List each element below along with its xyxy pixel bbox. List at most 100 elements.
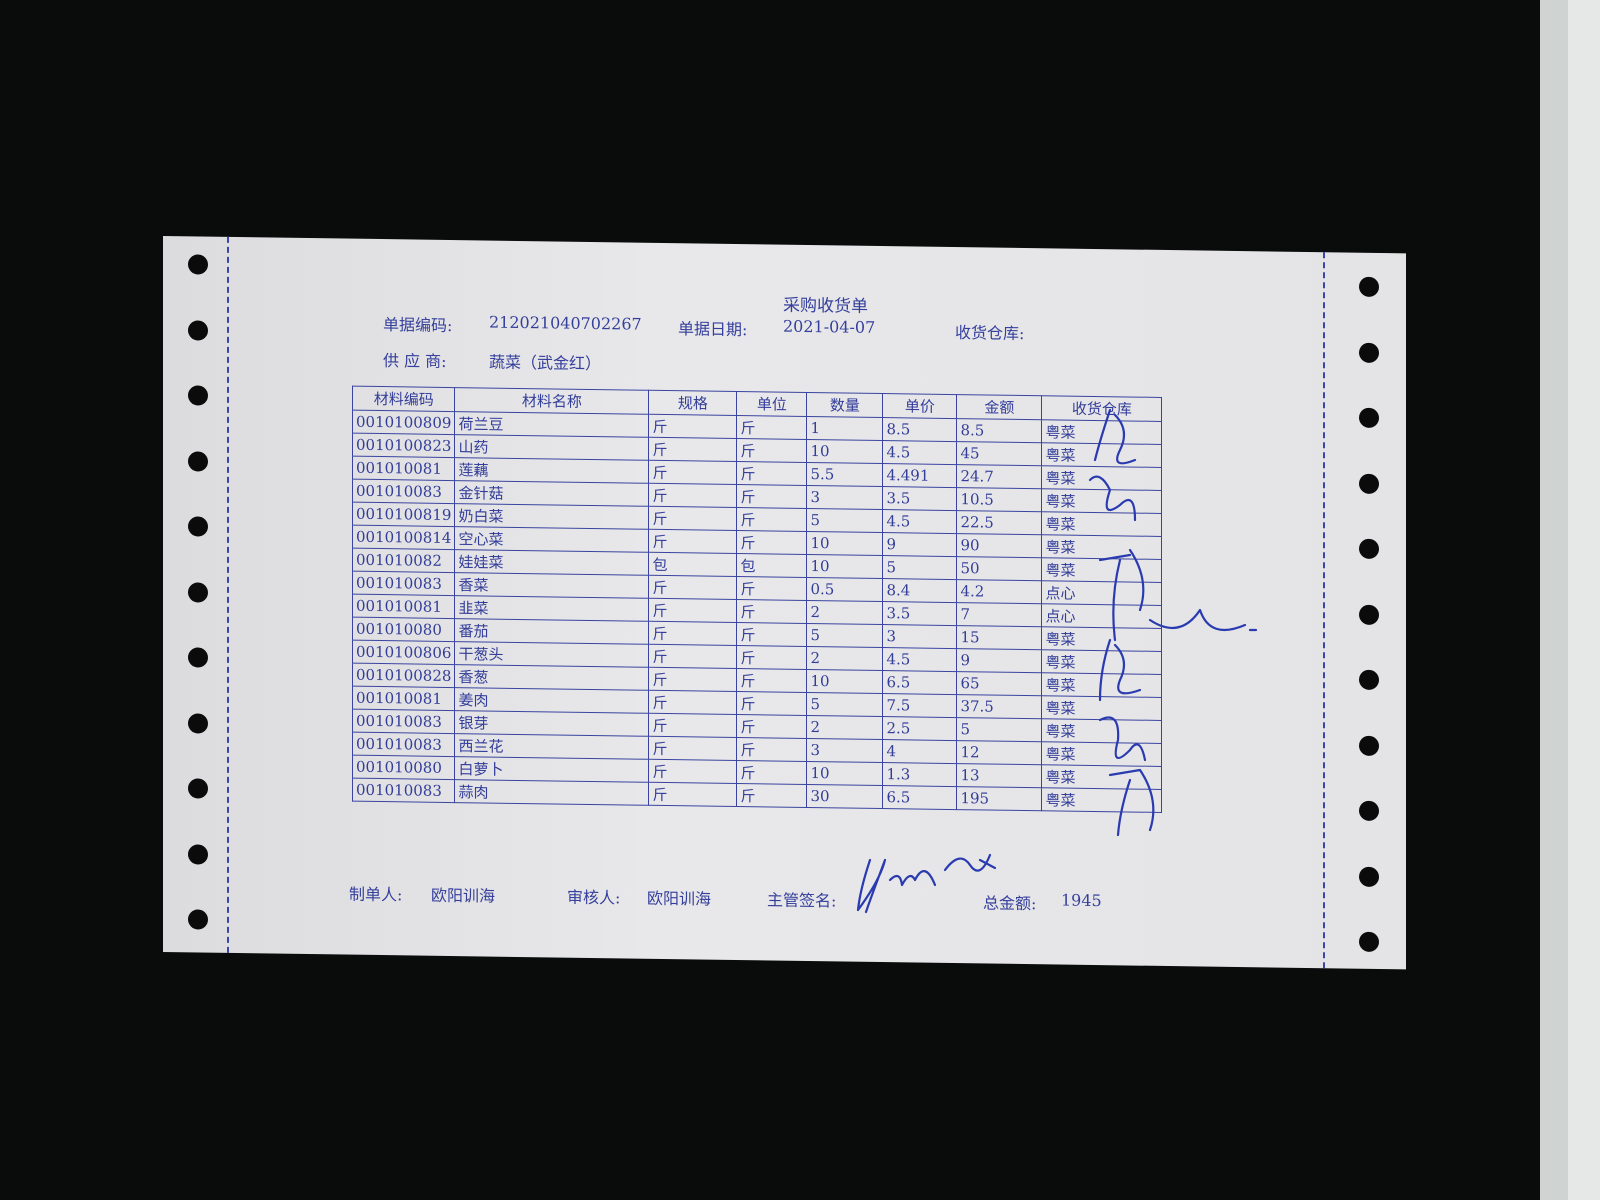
material-code-cell: 001010082 — [352, 548, 455, 573]
material-name-cell: 空心菜 — [454, 526, 649, 553]
material-code-cell: 001010083 — [352, 479, 455, 504]
unit-price-cell: 4.5 — [882, 509, 957, 534]
unit-price-cell: 9 — [882, 532, 957, 557]
unit-cell: 斤 — [736, 507, 807, 532]
warehouse-label: 收货仓库: — [955, 323, 1025, 344]
amount-cell: 10.5 — [956, 487, 1042, 512]
perforation-left — [227, 236, 229, 953]
unit-price-cell: 7.5 — [882, 693, 957, 718]
amount-cell: 24.7 — [956, 464, 1042, 489]
unit-price-cell: 3 — [882, 624, 957, 649]
supervisor-label: 主管签名: — [767, 890, 837, 911]
spec-cell: 斤 — [648, 460, 737, 485]
quantity-cell: 3 — [806, 485, 883, 510]
receiving-warehouse-cell: 粤菜 — [1041, 764, 1162, 790]
receiving-warehouse-cell: 粤菜 — [1041, 718, 1162, 744]
material-code-cell: 001010081 — [352, 594, 455, 619]
unit-cell: 斤 — [736, 530, 807, 555]
quantity-cell: 2 — [806, 646, 883, 671]
amount-cell: 37.5 — [956, 694, 1042, 719]
material-name-cell: 香葱 — [454, 664, 649, 691]
material-code-cell: 0010100809 — [352, 410, 455, 435]
receiving-warehouse-cell: 粤菜 — [1041, 672, 1162, 698]
receiving-warehouse-cell: 点心 — [1041, 603, 1162, 629]
receiving-warehouse-cell: 粤菜 — [1041, 787, 1162, 813]
material-code-cell: 0010100828 — [352, 663, 455, 688]
receiving-warehouse-cell: 点心 — [1041, 580, 1162, 606]
sprocket-hole — [1359, 604, 1379, 625]
unit-price-cell: 4 — [882, 739, 957, 764]
material-code-cell: 0010100819 — [352, 502, 455, 527]
column-header: 规格 — [648, 390, 737, 416]
sprocket-hole — [188, 647, 208, 668]
unit-cell: 斤 — [736, 484, 807, 509]
unit-cell: 斤 — [736, 599, 807, 624]
material-code-cell: 001010083 — [352, 732, 455, 757]
spec-cell: 斤 — [648, 759, 737, 784]
spec-cell: 斤 — [648, 713, 737, 738]
unit-cell: 斤 — [736, 576, 807, 601]
sprocket-hole — [188, 450, 208, 472]
column-header: 收货仓库 — [1041, 395, 1162, 422]
quantity-cell: 10 — [806, 439, 883, 464]
unit-price-cell: 8.5 — [882, 417, 957, 442]
maker-label: 制单人: — [349, 884, 403, 905]
unit-price-cell: 3.5 — [882, 486, 957, 511]
spec-cell: 斤 — [648, 437, 737, 462]
column-header: 材料名称 — [454, 387, 649, 415]
material-name-cell: 荷兰豆 — [454, 411, 649, 438]
reviewer: 欧阳训海 — [647, 888, 712, 909]
sprocket-hole — [1359, 931, 1379, 952]
receiving-warehouse-cell: 粤菜 — [1041, 741, 1162, 767]
amount-cell: 195 — [956, 786, 1042, 811]
material-name-cell: 蒜肉 — [454, 779, 649, 806]
column-header: 数量 — [806, 392, 883, 418]
material-code-cell: 001010080 — [352, 755, 455, 780]
amount-cell: 50 — [956, 556, 1042, 581]
quantity-cell: 1 — [806, 416, 883, 441]
receipt-paper: 采购收货单 单据编码: 212021040702267 单据日期: 2021-0… — [163, 236, 1406, 970]
amount-cell: 15 — [956, 625, 1042, 650]
total-amount: 1945 — [1061, 890, 1102, 911]
amount-cell: 45 — [956, 441, 1042, 466]
perforation-right — [1323, 252, 1325, 969]
document-title: 采购收货单 — [783, 295, 868, 317]
unit-price-cell: 4.5 — [882, 647, 957, 672]
total-label: 总金额: — [983, 893, 1037, 914]
material-code-cell: 0010100806 — [352, 640, 455, 665]
sprocket-hole — [188, 778, 208, 799]
unit-cell: 斤 — [736, 438, 807, 463]
amount-cell: 12 — [956, 740, 1042, 765]
receiving-warehouse-cell: 粤菜 — [1041, 419, 1162, 445]
unit-cell: 斤 — [736, 714, 807, 739]
sprocket-hole — [188, 516, 208, 537]
sprocket-hole — [188, 581, 208, 603]
unit-price-cell: 4.5 — [882, 440, 957, 465]
items-table: 材料编码 材料名称 规格 单位 数量 单价 金额 收货仓库 0010100809 荷兰豆斤斤 1 8… — [352, 386, 1162, 813]
unit-price-cell: 1.3 — [882, 762, 957, 787]
material-code-cell: 001010083 — [352, 778, 455, 803]
spec-cell: 斤 — [648, 506, 737, 531]
sprocket-hole — [1359, 473, 1379, 494]
spec-cell: 包 — [648, 552, 737, 577]
amount-cell: 7 — [956, 602, 1042, 627]
sprocket-hole — [188, 712, 208, 734]
supplier: 蔬菜（武金红） — [489, 352, 602, 374]
quantity-cell: 3 — [806, 738, 883, 763]
material-code-cell: 001010080 — [352, 617, 455, 642]
receiving-warehouse-cell: 粤菜 — [1041, 649, 1162, 675]
sprocket-hole — [1359, 800, 1379, 821]
column-header: 单价 — [882, 393, 957, 419]
material-name-cell: 干葱头 — [454, 641, 649, 668]
amount-cell: 13 — [956, 763, 1042, 788]
material-name-cell: 西兰花 — [454, 733, 649, 760]
sprocket-hole — [1359, 538, 1379, 559]
material-name-cell: 白萝卜 — [454, 756, 649, 783]
sprocket-hole — [188, 385, 208, 406]
column-header: 金额 — [956, 394, 1042, 420]
column-header: 单位 — [736, 391, 807, 417]
material-code-cell: 001010083 — [352, 571, 455, 596]
spec-cell: 斤 — [648, 414, 737, 439]
amount-cell: 5 — [956, 717, 1042, 742]
unit-cell: 斤 — [736, 461, 807, 486]
